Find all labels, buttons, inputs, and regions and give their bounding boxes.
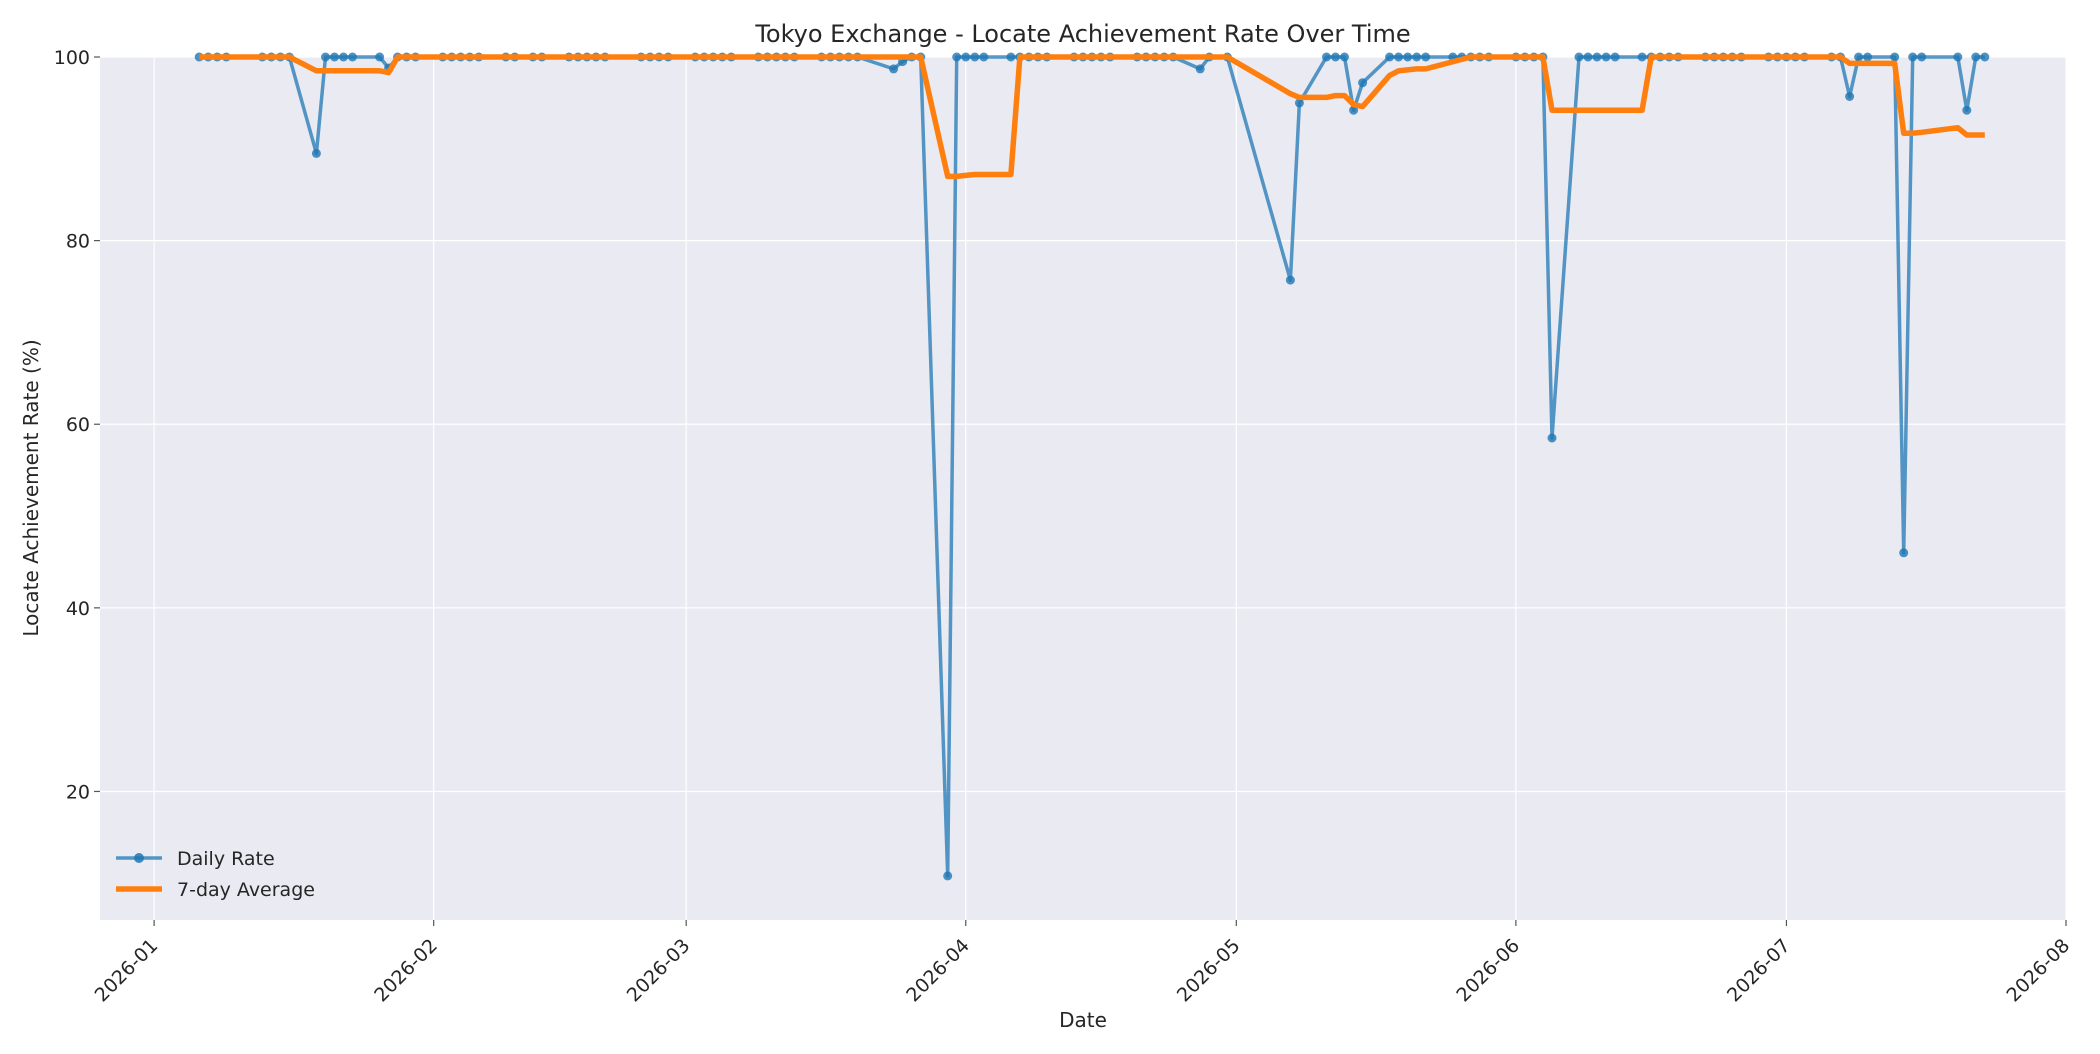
daily-rate-point	[375, 52, 385, 62]
daily-rate-point	[1610, 52, 1620, 62]
daily-rate-point	[1340, 52, 1349, 62]
x-tick-label: 2026-06	[1452, 935, 1524, 1007]
daily-rate-point	[1331, 52, 1340, 62]
x-axis-ticks: 2026-01 2026-02 2026-03 2026-04 2026-05 2026-…	[91, 920, 2075, 1007]
legend-daily-rate-label: Daily Rate	[177, 848, 275, 870]
daily-rate-point	[1854, 52, 1864, 62]
y-tick-label: 100	[54, 47, 90, 69]
legend: Daily Rate 7-day Average	[116, 848, 315, 901]
daily-rate-point	[1971, 52, 1981, 62]
y-tick-label: 60	[66, 414, 90, 436]
daily-rate-point	[1845, 92, 1855, 101]
daily-rate-point	[1962, 105, 1972, 115]
daily-rate-point	[1195, 64, 1205, 74]
chart-title: Tokyo Exchange - Locate Achievement Rate…	[754, 20, 1410, 48]
daily-rate-point	[961, 52, 971, 62]
daily-rate-point	[1322, 52, 1331, 62]
daily-rate-point	[1980, 52, 1990, 62]
daily-rate-point	[1358, 78, 1368, 88]
daily-rate-point	[1394, 52, 1404, 62]
daily-rate-point	[970, 52, 980, 62]
x-tick-label: 2026-01	[91, 935, 163, 1007]
daily-rate-point	[1899, 548, 1909, 558]
daily-rate-point	[1285, 275, 1295, 285]
daily-rate-point	[1637, 52, 1647, 62]
x-tick-label: 2026-04	[902, 935, 974, 1007]
x-tick-label: 2026-05	[1173, 935, 1245, 1007]
legend-7-day-average-label: 7-day Average	[177, 879, 315, 901]
daily-rate-point	[1601, 52, 1611, 62]
daily-rate-point	[348, 52, 357, 62]
daily-rate-point	[1574, 52, 1584, 62]
plot-background	[100, 57, 2066, 920]
x-tick-label: 2026-03	[623, 935, 695, 1007]
y-axis-label: Locate Achievement Rate (%)	[19, 339, 43, 636]
daily-rate-point	[1908, 52, 1918, 62]
daily-rate-point	[943, 871, 953, 881]
daily-rate-point	[1953, 52, 1963, 62]
daily-rate-point	[1890, 52, 1900, 62]
daily-rate-point	[339, 52, 348, 62]
x-tick-label: 2026-02	[370, 935, 442, 1007]
daily-rate-point	[321, 52, 330, 62]
series-7-day-average	[199, 54, 1985, 180]
daily-rate-point	[889, 64, 899, 74]
daily-rate-point	[1421, 52, 1431, 62]
x-axis-label: Date	[1059, 1008, 1107, 1032]
legend-daily-rate-marker	[134, 853, 144, 863]
daily-rate-point	[1863, 52, 1873, 62]
x-tick-label: 2026-07	[1723, 935, 1795, 1007]
daily-rate-point	[1592, 52, 1602, 62]
seven-day-average-line	[199, 54, 1985, 180]
daily-rate-point	[1294, 98, 1304, 108]
daily-rate-point	[1006, 52, 1016, 62]
daily-rate-point	[1403, 52, 1413, 62]
daily-rate-point	[979, 52, 989, 62]
daily-rate-point	[330, 52, 339, 62]
daily-rate-point	[311, 148, 321, 158]
daily-rate-point	[1917, 52, 1927, 62]
daily-rate-point	[1547, 433, 1557, 443]
daily-rate-point	[952, 52, 962, 62]
series-layer	[194, 52, 1990, 881]
x-tick-label: 2026-08	[2003, 935, 2075, 1007]
y-axis-ticks: 20 40 60 80 100	[54, 47, 100, 803]
y-tick-label: 80	[66, 231, 90, 253]
daily-rate-point	[1385, 52, 1395, 62]
daily-rate-point	[1412, 52, 1422, 62]
y-tick-label: 40	[66, 598, 90, 620]
y-tick-label: 20	[66, 781, 90, 803]
daily-rate-point	[1583, 52, 1593, 62]
